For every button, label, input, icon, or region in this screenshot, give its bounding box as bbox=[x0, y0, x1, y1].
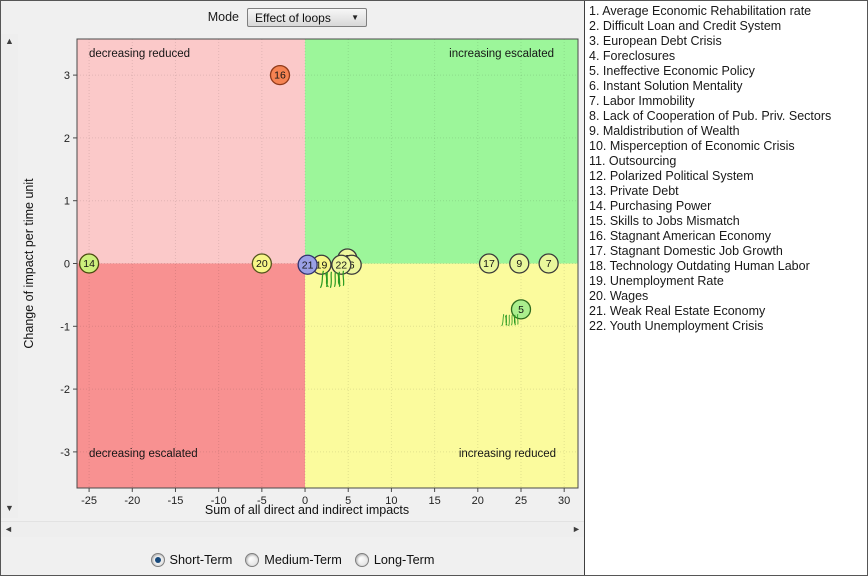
legend-item: 16. Stagnant American Economy bbox=[589, 229, 772, 243]
legend-item: 21. Weak Real Estate Economy bbox=[589, 304, 766, 318]
y-tick-label: 0 bbox=[64, 259, 70, 271]
legend-item: 13. Private Debt bbox=[589, 184, 679, 198]
legend-item: 12. Polarized Political System bbox=[589, 169, 754, 183]
x-axis-label: Sum of all direct and indirect impacts bbox=[205, 503, 409, 517]
chart-pane: Mode Effect of loops ▼ -25 -20 -15 -10 -5 0 5 1… bbox=[1, 1, 584, 575]
y-tick-label: -1 bbox=[60, 321, 70, 333]
quadrant-bottom-right bbox=[305, 263, 578, 488]
timeframe-radio-label: Long-Term bbox=[373, 553, 435, 567]
y-tick-label: 2 bbox=[64, 133, 70, 145]
svg-text:5: 5 bbox=[518, 304, 524, 316]
loop-effect-scribble bbox=[319, 270, 345, 289]
y-tick-label: -3 bbox=[60, 447, 70, 459]
x-tick-label: 30 bbox=[558, 495, 570, 507]
legend-item: 20. Wages bbox=[589, 289, 649, 303]
quadrant-label-top-right: increasing escalated bbox=[449, 48, 554, 60]
timeframe-radiobar: Short-Term Medium-Term Long-Term bbox=[1, 545, 584, 575]
svg-text:6: 6 bbox=[349, 259, 355, 271]
x-tick-label: -25 bbox=[81, 495, 97, 507]
radio-selected-icon[interactable] bbox=[150, 553, 165, 567]
svg-text:21: 21 bbox=[302, 259, 314, 271]
chevron-down-icon: ▼ bbox=[351, 13, 359, 22]
legend-item: 19. Unemployment Rate bbox=[589, 274, 724, 288]
timeframe-radio-medium-term[interactable]: Medium-Term bbox=[245, 553, 342, 567]
data-point-16[interactable]: 16 bbox=[269, 64, 291, 86]
quadrant-bottom-left bbox=[77, 263, 306, 488]
data-point-20[interactable]: 20 bbox=[251, 253, 273, 274]
impact-quadrant-chart: -25 -20 -15 -10 -5 0 5 10 15 20 25 303210-1-2-3Sum … bbox=[22, 38, 579, 517]
radio-unselected-icon[interactable] bbox=[354, 553, 369, 567]
legend-item: 7. Labor Immobility bbox=[589, 94, 695, 108]
legend-item: 10. Misperception of Economic Crisis bbox=[589, 139, 795, 153]
legend-item: 5. Ineffective Economic Policy bbox=[589, 64, 755, 78]
data-point-17[interactable]: 17 bbox=[478, 253, 500, 274]
timeframe-radio-label: Medium-Term bbox=[264, 553, 342, 567]
x-tick-label: -20 bbox=[124, 495, 140, 507]
scroll-down-arrow-icon[interactable]: ▼ bbox=[5, 503, 14, 513]
x-tick-label: -10 bbox=[211, 495, 227, 507]
x-tick-label: -15 bbox=[168, 495, 184, 507]
svg-text:9: 9 bbox=[516, 258, 522, 270]
legend-item: 17. Stagnant Domestic Job Growth bbox=[589, 244, 783, 258]
quadrant-top-left bbox=[77, 39, 306, 264]
svg-text:19: 19 bbox=[316, 259, 328, 271]
x-tick-label: 20 bbox=[472, 495, 484, 507]
svg-text:17: 17 bbox=[483, 258, 495, 270]
data-point-9[interactable]: 9 bbox=[509, 253, 530, 274]
radio-unselected-icon[interactable] bbox=[245, 553, 260, 567]
data-point-7[interactable]: 7 bbox=[538, 253, 559, 274]
y-tick-label: -2 bbox=[60, 384, 70, 396]
data-point-21[interactable]: 21 bbox=[297, 254, 318, 275]
y-axis-label: Change of impact per time unit bbox=[22, 178, 36, 349]
quadrant-label-bottom-left: decreasing escalated bbox=[89, 448, 198, 460]
factors-list: 1. Average Economic Rehabilitation rate 2… bbox=[589, 4, 867, 334]
y-tick-label: 1 bbox=[64, 196, 70, 208]
legend-item: 14. Purchasing Power bbox=[589, 199, 712, 213]
loop-effect-scribble bbox=[501, 313, 519, 327]
x-tick-label: 0 bbox=[302, 495, 308, 507]
legend-item: 8. Lack of Cooperation of Pub. Priv. Sec… bbox=[589, 109, 832, 123]
timeframe-radio-long-term[interactable]: Long-Term bbox=[354, 553, 435, 567]
horizontal-scrollbar bbox=[1, 521, 584, 537]
scroll-right-arrow-icon[interactable]: ► bbox=[572, 524, 581, 534]
vertical-scrollbar bbox=[1, 34, 18, 518]
data-point-14[interactable]: 14 bbox=[78, 253, 100, 274]
factors-list-panel: 1. Average Economic Rehabilitation rate 2… bbox=[584, 1, 867, 575]
legend-item: 3. European Debt Crisis bbox=[589, 34, 722, 48]
svg-text:22: 22 bbox=[335, 259, 347, 271]
legend-item: 15. Skills to Jobs Mismatch bbox=[589, 214, 740, 228]
x-tick-label: -5 bbox=[257, 495, 267, 507]
legend-item: 11. Outsourcing bbox=[589, 154, 677, 168]
scroll-left-arrow-icon[interactable]: ◄ bbox=[4, 524, 13, 534]
legend-item: 6. Instant Solution Mentality bbox=[589, 79, 743, 93]
y-tick-label: 3 bbox=[64, 70, 70, 82]
x-tick-label: 10 bbox=[385, 495, 397, 507]
svg-text:20: 20 bbox=[256, 258, 268, 270]
x-tick-label: 5 bbox=[345, 495, 351, 507]
quadrant-label-bottom-right: increasing reduced bbox=[459, 448, 556, 460]
legend-item: 2. Difficult Loan and Credit System bbox=[589, 19, 782, 33]
data-point-5[interactable]: 5 bbox=[510, 299, 532, 320]
legend-item: 9. Maldistribution of Wealth bbox=[589, 124, 740, 138]
timeframe-radio-label: Short-Term bbox=[169, 553, 233, 567]
mode-select[interactable]: Effect of loops ▼ bbox=[247, 8, 367, 27]
legend-item: 1. Average Economic Rehabilitation rate bbox=[589, 4, 812, 18]
svg-text:14: 14 bbox=[83, 258, 95, 270]
mode-label: Mode bbox=[207, 10, 239, 24]
data-point-22[interactable]: 22 bbox=[331, 254, 352, 275]
legend-item: 22. Youth Unemployment Crisis bbox=[589, 319, 764, 333]
x-tick-label: 15 bbox=[428, 495, 440, 507]
scroll-up-arrow-icon[interactable]: ▲ bbox=[5, 36, 14, 46]
timeframe-radio-short-term[interactable]: Short-Term bbox=[150, 553, 233, 567]
svg-text:7: 7 bbox=[546, 258, 552, 270]
svg-text:16: 16 bbox=[274, 70, 286, 82]
legend-item: 18. Technology Outdating Human Labor bbox=[589, 259, 810, 273]
x-tick-label: 25 bbox=[515, 495, 527, 507]
mode-toolbar: Mode Effect of loops ▼ bbox=[1, 1, 584, 34]
legend-item: 4. Foreclosures bbox=[589, 49, 676, 63]
quadrant-label-top-left: decreasing reduced bbox=[89, 48, 190, 60]
quadrant-top-right bbox=[305, 39, 578, 264]
mode-selected-value: Effect of loops bbox=[255, 11, 331, 25]
